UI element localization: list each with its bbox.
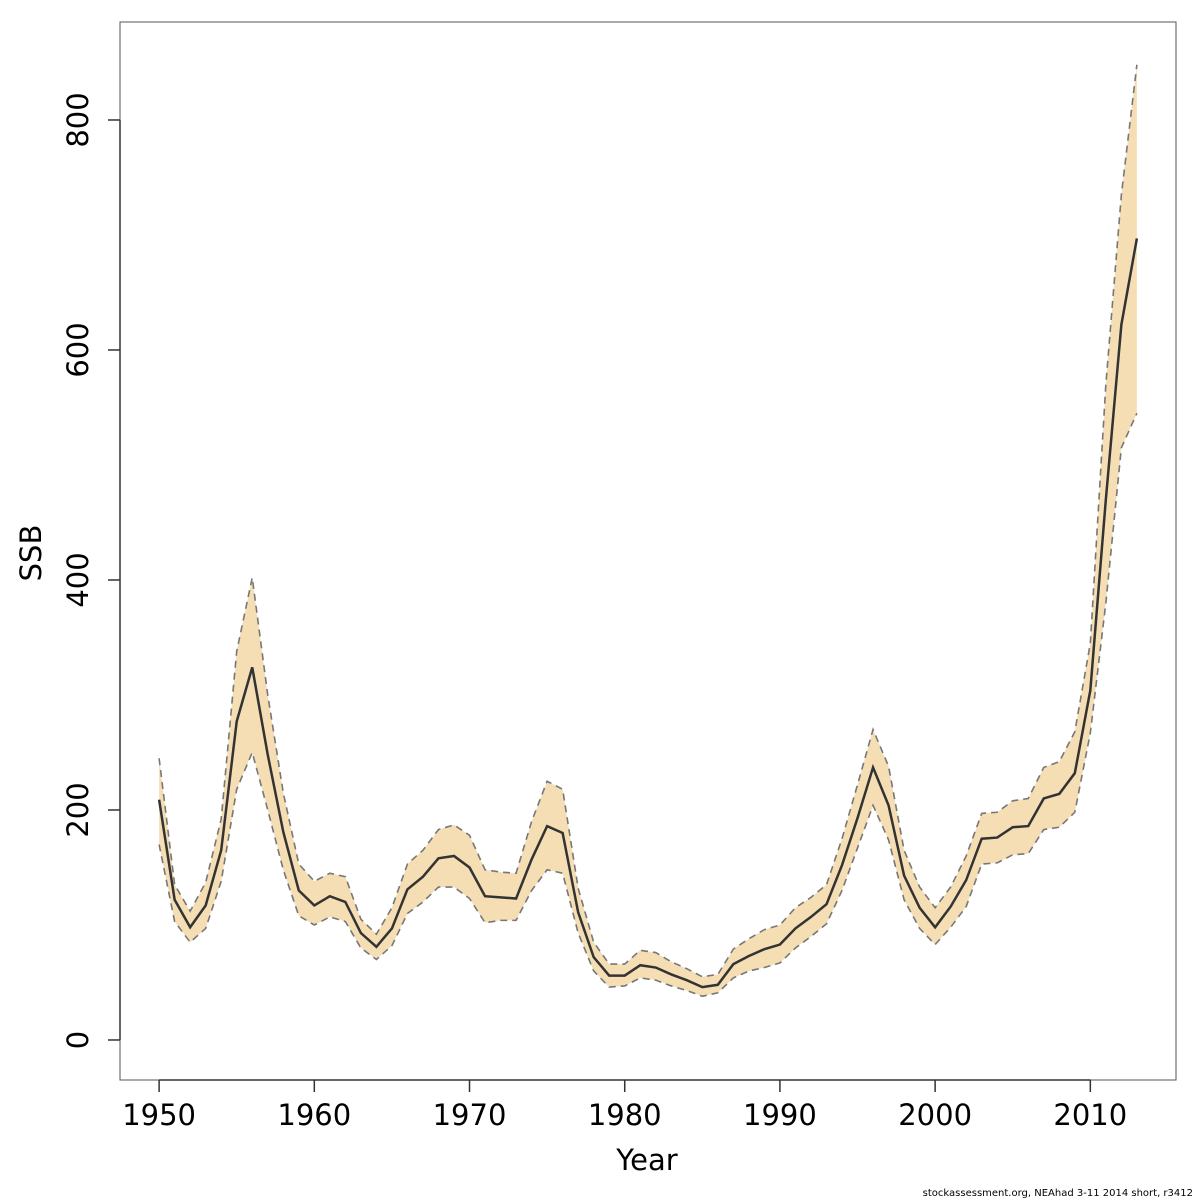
x-axis-label: Year <box>615 1143 677 1177</box>
bound-line <box>158 64 1138 978</box>
x-tick-label: 2000 <box>898 1098 972 1132</box>
plot-frame <box>119 21 1177 1081</box>
x-tick-label: 1980 <box>588 1098 662 1132</box>
y-tick-label: 200 <box>61 782 95 837</box>
y-tick-label: 0 <box>61 1031 95 1049</box>
x-tick-label: 2010 <box>1053 1098 1127 1132</box>
confidence-band <box>159 64 1137 997</box>
x-tick-label: 1990 <box>743 1098 817 1132</box>
bound-line <box>158 412 1138 998</box>
y-tick-label: 400 <box>61 552 95 607</box>
footer: stockassessment.org, NEAhad 3-11 2014 sh… <box>923 1188 1193 1199</box>
x-tick-label: 1960 <box>277 1098 351 1132</box>
y-axis-label: SSB <box>14 525 48 582</box>
y-tick-label: 800 <box>61 92 95 147</box>
x-tick-label: 1950 <box>122 1098 196 1132</box>
estimate-line <box>157 238 1139 989</box>
x-tick-label: 1970 <box>433 1098 507 1132</box>
y-tick-label: 600 <box>61 322 95 377</box>
